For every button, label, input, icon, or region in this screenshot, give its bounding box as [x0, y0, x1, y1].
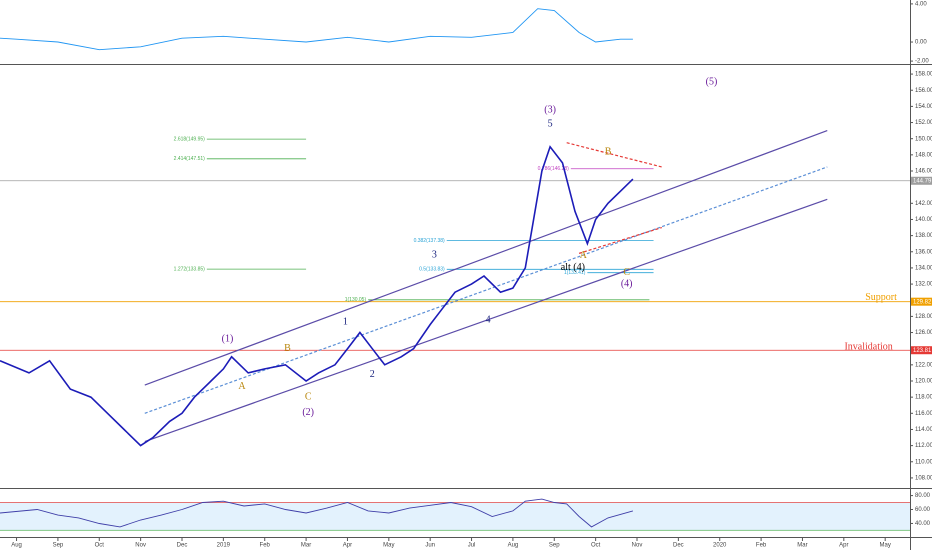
y-tick-label: 114.00 — [915, 427, 932, 433]
y-tick-label: 134.00 — [915, 266, 932, 272]
x-tick-label: Nov — [632, 543, 643, 549]
wave-label: Support — [865, 292, 897, 303]
price-line — [0, 145, 634, 447]
y-tick-label: 40.00 — [915, 521, 931, 527]
x-tick-label: Jul — [468, 543, 476, 549]
wave-label: alt (4) — [561, 262, 585, 273]
wave-label: 3 — [432, 249, 437, 260]
price-level-label: 123.81 — [913, 348, 932, 354]
y-tick-label: 150.00 — [915, 136, 932, 142]
wave-label: 1 — [343, 316, 348, 327]
x-tick-label: Mar — [301, 543, 311, 549]
x-tick-label: Apr — [839, 543, 848, 549]
x-tick-label: Feb — [260, 543, 271, 549]
rsi-band — [0, 502, 910, 531]
y-tick-label: 132.00 — [915, 282, 932, 288]
fib-label: 0.382(137.38) — [414, 238, 445, 244]
macd-line — [0, 8, 633, 51]
x-tick-label: Dec — [673, 543, 684, 549]
y-tick-label: 154.00 — [915, 104, 932, 110]
wave-label: A — [238, 381, 246, 392]
y-tick-label: 126.00 — [915, 330, 932, 336]
y-tick-label: 136.00 — [915, 249, 932, 255]
y-tick-label: 116.00 — [915, 411, 932, 417]
wave-label: 4 — [486, 315, 491, 326]
fib-label: 1(133.41) — [564, 270, 586, 276]
price-level-tag — [911, 176, 932, 185]
y-tick-label: 108.00 — [915, 476, 932, 482]
y-tick-label: 148.00 — [915, 152, 932, 158]
wave-label: (4) — [621, 278, 633, 289]
wave-label: C — [623, 267, 630, 278]
wave-label: (3) — [544, 105, 556, 116]
wave-label: 5 — [548, 118, 553, 129]
fib-label: 0.786(146.28) — [538, 166, 569, 172]
y-tick-label: 118.00 — [915, 395, 932, 401]
y-tick-label: 146.00 — [915, 169, 932, 175]
x-tick-label: May — [383, 543, 394, 549]
wave-label: (1) — [222, 333, 234, 344]
x-tick-label: Oct — [95, 543, 105, 549]
y-tick-label: 138.00 — [915, 233, 932, 239]
y-tick-label: 142.00 — [915, 201, 932, 207]
x-tick-label: Aug — [508, 543, 519, 549]
trend-line — [144, 198, 828, 443]
y-tick-label: 60.00 — [915, 507, 931, 513]
x-tick-label: Feb — [756, 543, 767, 549]
price-level-tag — [911, 297, 932, 306]
x-tick-label: Apr — [343, 543, 352, 549]
x-tick-label: Aug — [11, 543, 22, 549]
y-tick-label: 152.00 — [915, 120, 932, 126]
y-tick-label: 158.00 — [915, 72, 932, 78]
wave-label: (5) — [706, 76, 718, 87]
price-level-label: 129.82 — [913, 299, 932, 305]
y-tick-label: -2.00 — [915, 59, 929, 65]
fib-label: 1.272(133.85) — [174, 266, 205, 272]
fib-label: 1(130.05) — [345, 297, 367, 303]
rsi-line — [0, 498, 634, 528]
wave-label: B — [605, 147, 612, 158]
wave-label: B — [284, 343, 291, 354]
x-tick-label: Nov — [135, 543, 146, 549]
y-tick-label: 128.00 — [915, 314, 932, 320]
x-tick-label: Jun — [425, 543, 435, 549]
fib-label: 2.414(147.51) — [174, 156, 205, 162]
y-tick-label: 4.00 — [915, 1, 927, 7]
x-tick-label: May — [880, 543, 891, 549]
x-tick-label: 2019 — [217, 543, 231, 549]
x-tick-label: Oct — [591, 543, 601, 549]
fib-label: 0.5(133.83) — [419, 267, 445, 273]
price-level-tag — [911, 346, 932, 355]
y-tick-label: 80.00 — [915, 493, 931, 499]
y-tick-label: 112.00 — [915, 443, 932, 449]
y-tick-label: 156.00 — [915, 88, 932, 94]
trend-line — [144, 130, 828, 386]
wave-label: C — [305, 391, 312, 402]
x-tick-label: Sep — [549, 543, 560, 549]
x-tick-label: Mar — [797, 543, 807, 549]
x-tick-label: Sep — [53, 543, 64, 549]
y-tick-label: 122.00 — [915, 362, 932, 368]
x-tick-label: Dec — [177, 543, 188, 549]
y-tick-label: 110.00 — [915, 459, 932, 465]
trend-line — [578, 226, 662, 254]
y-tick-label: 120.00 — [915, 379, 932, 385]
price-level-label: 144.79 — [913, 178, 932, 184]
wave-label: 2 — [370, 369, 375, 380]
y-tick-label: 0.00 — [915, 40, 927, 46]
trend-line — [566, 142, 662, 168]
wave-label: Invalidation — [844, 341, 892, 352]
y-tick-label: 140.00 — [915, 217, 932, 223]
wave-label: A — [580, 250, 588, 261]
x-tick-label: 2020 — [713, 543, 727, 549]
wave-label: (2) — [302, 407, 314, 418]
trend-line — [144, 166, 828, 414]
fib-label: 2.618(149.95) — [174, 136, 205, 142]
